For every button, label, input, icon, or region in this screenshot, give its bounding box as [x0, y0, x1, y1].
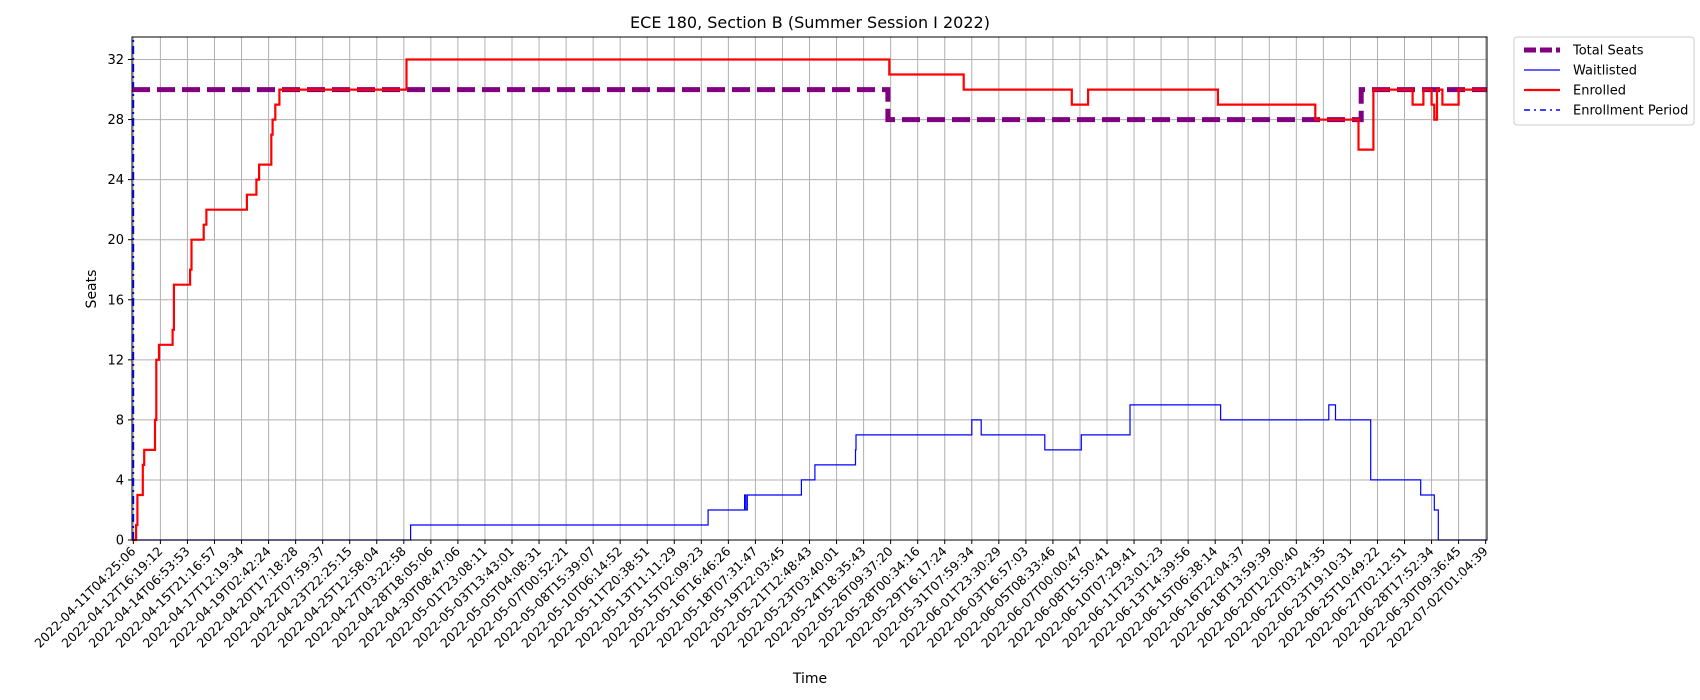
y-tick-label: 32 [107, 53, 124, 68]
legend-label-enrolled: Enrolled [1573, 84, 1626, 99]
y-tick-label: 12 [107, 353, 124, 368]
legend: Total Seats Waitlisted Enrolled Enrollment … [1513, 36, 1695, 126]
y-tick-label: 28 [107, 113, 124, 128]
y-tick-label: 24 [107, 173, 124, 188]
series-line-waitlisted [132, 404, 1487, 541]
legend-label-enrollment-period: Enrollment Period [1573, 104, 1688, 119]
x-axis-label: Time [792, 671, 827, 687]
y-tick-label: 0 [116, 534, 124, 549]
y-tick-label: 20 [107, 233, 124, 248]
grid [132, 37, 1487, 541]
legend-label-waitlisted: Waitlisted [1573, 64, 1637, 79]
series-line-enrolled [132, 58, 1487, 542]
y-tick-label: 4 [116, 473, 124, 488]
series-lines [132, 37, 1487, 542]
y-tick-label: 8 [116, 413, 124, 428]
y-axis-label: Seats [84, 270, 100, 309]
legend-box [1513, 36, 1695, 126]
legend-label-total-seats: Total Seats [1572, 44, 1644, 59]
chart-title: ECE 180, Section B (Summer Session I 202… [630, 13, 990, 32]
y-axis: 0 4 8 12 16 20 24 28 32 [107, 53, 132, 549]
y-tick-label: 16 [107, 293, 124, 308]
x-axis: 2022-04-11T04:25:062022-04-12T16:19:1220… [31, 540, 1491, 651]
